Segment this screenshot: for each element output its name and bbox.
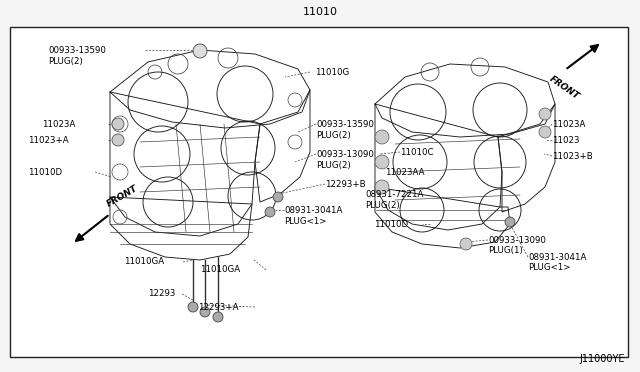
Text: 11010GA: 11010GA: [200, 266, 240, 275]
Circle shape: [112, 118, 124, 130]
Text: 11023AA: 11023AA: [385, 167, 424, 176]
Text: 11010D: 11010D: [28, 167, 62, 176]
Text: PLUG<1>: PLUG<1>: [284, 217, 326, 225]
Bar: [10, 27, 628, 357]
Text: 08931-3041A: 08931-3041A: [284, 205, 342, 215]
Text: PLUG(2): PLUG(2): [316, 160, 351, 170]
Circle shape: [505, 217, 515, 227]
Text: FRONT: FRONT: [548, 74, 581, 101]
Circle shape: [188, 302, 198, 312]
Circle shape: [375, 155, 389, 169]
Text: FRONT: FRONT: [105, 184, 139, 209]
Text: 11023A: 11023A: [42, 119, 76, 128]
Text: PLUG(2): PLUG(2): [365, 201, 400, 209]
Text: 08931-3041A: 08931-3041A: [528, 253, 586, 262]
Text: 11023: 11023: [552, 135, 579, 144]
Circle shape: [193, 44, 207, 58]
Text: 00933-13590: 00933-13590: [48, 45, 106, 55]
Circle shape: [539, 126, 551, 138]
Text: J11000YE: J11000YE: [579, 354, 625, 364]
Text: 11023A: 11023A: [552, 119, 586, 128]
Text: 11010G: 11010G: [315, 67, 349, 77]
Circle shape: [460, 238, 472, 250]
Text: 11010C: 11010C: [400, 148, 433, 157]
Circle shape: [273, 192, 283, 202]
Text: 12293+A: 12293+A: [198, 302, 239, 311]
Circle shape: [213, 312, 223, 322]
Circle shape: [112, 134, 124, 146]
Text: PLUG(2): PLUG(2): [316, 131, 351, 140]
Text: 12293: 12293: [148, 289, 175, 298]
Text: 12293+B: 12293+B: [325, 180, 365, 189]
Circle shape: [375, 130, 389, 144]
Text: 00933-13090: 00933-13090: [488, 235, 546, 244]
Text: PLUG<1>: PLUG<1>: [528, 263, 570, 273]
Text: 00933-13090: 00933-13090: [316, 150, 374, 158]
Circle shape: [265, 207, 275, 217]
Text: 11023+B: 11023+B: [552, 151, 593, 160]
Circle shape: [200, 307, 210, 317]
Text: 11023+A: 11023+A: [28, 135, 68, 144]
Circle shape: [375, 180, 389, 194]
Circle shape: [539, 108, 551, 120]
Text: 11010: 11010: [303, 7, 337, 17]
Text: 00933-13590: 00933-13590: [316, 119, 374, 128]
Text: 11010D: 11010D: [374, 219, 408, 228]
Text: PLUG(2): PLUG(2): [48, 57, 83, 65]
Text: 11010GA: 11010GA: [124, 257, 164, 266]
Text: 08931-7221A: 08931-7221A: [365, 189, 424, 199]
Text: PLUG(1): PLUG(1): [488, 247, 523, 256]
